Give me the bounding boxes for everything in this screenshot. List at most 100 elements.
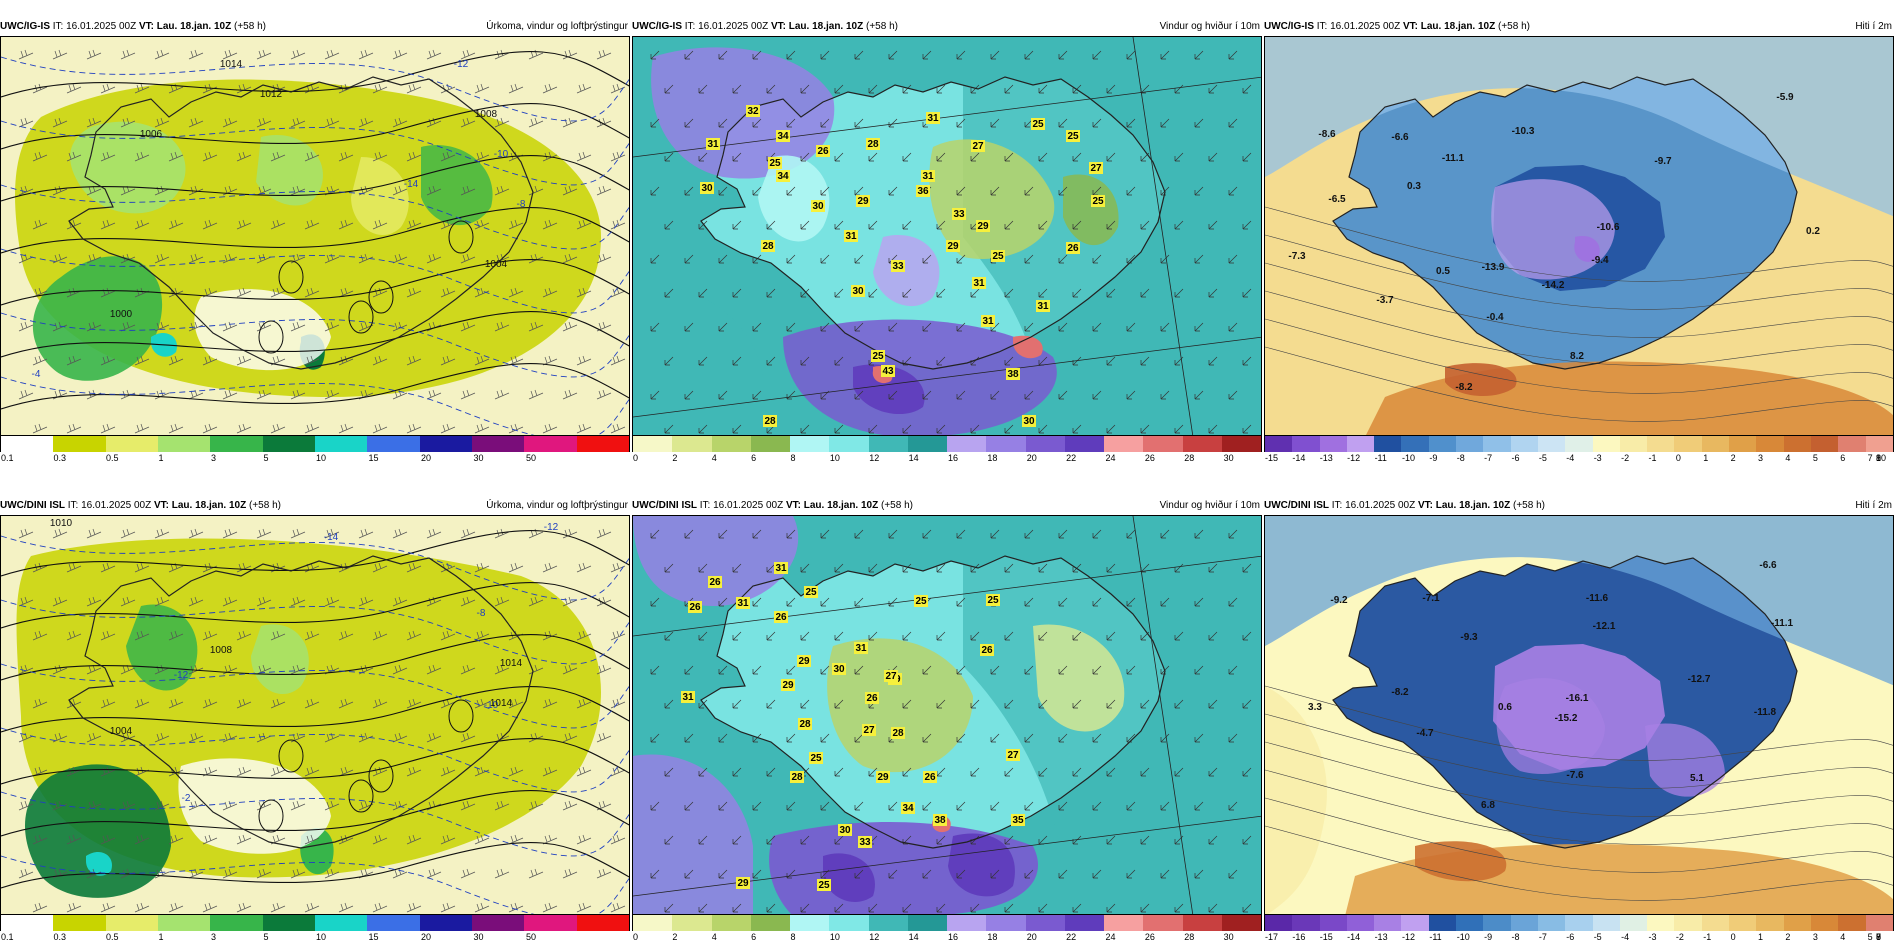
wind-barb [562,732,578,743]
lead-time: (+58 h) [866,21,898,32]
wind-arrow [664,220,674,230]
wind-arrow [834,152,844,162]
wind-barb [256,868,272,879]
wind-barb [290,49,306,60]
gust-label: 28 [892,728,904,739]
colorbar-swatch [1565,436,1593,452]
wind-arrow [868,631,878,641]
wind-arrow [1242,767,1252,777]
wind-arrow [766,220,776,230]
isotherm-line [1,56,629,122]
pressure-center [348,300,374,334]
wind-barb [66,630,82,641]
wind-arrow [684,186,694,196]
temperature-label: 0.6 [1498,702,1512,713]
wind-arrow [956,801,966,811]
gust-label: 25 [915,596,927,607]
field-area [1265,686,1327,914]
wind-barb [86,596,102,607]
wind-arrow [684,118,694,128]
wind-barb [18,49,34,60]
wind-arrow [1242,288,1252,298]
value-labels: -5.9 -8.6 -6.6 -10.3 -11.1 -9.7 0.3 -6.5 0.2 -10.… [1288,92,1820,393]
wind-barb [372,698,388,709]
wind-arrow [766,699,776,709]
colorbar-swatch [1483,915,1511,931]
colorbar-swatch [633,915,673,931]
isotherm-line [1265,825,1893,901]
wind-barb [426,185,442,196]
wind-arrow [1228,665,1238,675]
wind-barb [596,664,612,675]
wind-arrow [868,424,878,434]
gust-label: 33 [859,837,871,848]
wind-barb [426,528,442,539]
wind-barb [256,528,272,539]
temperature-label: -11.8 [1754,707,1777,718]
colorbar-swatch [790,915,830,931]
gust-label: 31 [737,598,749,609]
wind-barb [324,321,340,332]
wind-arrow [1004,563,1014,573]
gust-label-box [1031,118,1045,130]
gust-label: 35 [1012,815,1024,826]
gust-label-box [804,586,818,598]
wind-barb [86,253,102,264]
wind-arrow [752,50,762,60]
wind-arrow [1038,424,1048,434]
colorbar-ticks: -17 -16 -15 -14 -13 -12 -11 -10 -9 -8 -7 -6 -5 -4 -3 -2… [1264,931,1894,943]
wind-barb [18,732,34,743]
colorbar-tick-label: 0 [633,453,639,463]
pressure-label: 1004 [485,259,508,270]
wind-barb [440,355,456,366]
wind-barb [426,664,442,675]
colorbar-ticks: 0.1 0.3 0.5 1 3 5 10 15 20 30 50 [0,931,630,943]
colorbar-swatch [1647,436,1675,452]
colorbar-tick-label: -12 [1401,932,1415,942]
coastline [700,555,1166,849]
colorbar-tick-label: -3 [1648,932,1657,942]
isotherm-label: -14 [324,532,339,543]
wind-arrow [650,254,660,264]
wind-arrow [650,529,660,539]
wind-arrow [732,563,742,573]
wind-arrow [1242,835,1252,845]
gust-label: 26 [709,577,721,588]
wind-arrow [718,665,728,675]
pressure-center [448,699,474,733]
wind-arrow [1174,152,1184,162]
wind-arrow [718,597,728,607]
wind-arrow [752,322,762,332]
wind-arrow [970,424,980,434]
gust-label-box [916,185,930,197]
isobars [1,529,629,914]
wind-arrow [800,84,810,94]
wind-arrow [854,118,864,128]
field-area [1445,363,1517,397]
wind-arrow [854,801,864,811]
wind-barb [290,868,306,879]
wind-barb [460,800,476,811]
wind-arrow [1194,869,1204,879]
colorbar-tick-label: -10 [1456,932,1470,942]
isotherm-label: -4 [32,369,41,380]
wind-arrow [1038,152,1048,162]
gust-label-box [891,727,905,739]
temperature-label: -4.7 [1416,728,1434,739]
wind-arrow [1038,767,1048,777]
colorbar-tick-label: -7 [1538,932,1547,942]
colorbar-swatch [1319,436,1347,452]
gust-label-box [946,240,960,252]
wind-arrow [732,220,742,230]
colorbar-swatch [1701,915,1730,931]
isobar-line [1,633,629,681]
colorbar-ticks: 0 2 4 6 8 10 12 14 16 18 20 22 24 26 28 30 [632,931,1262,943]
colorbar-swatch [471,915,525,931]
wind-arrow [970,903,980,913]
isobar-line [1,737,629,785]
gust-label: 38 [1007,369,1019,380]
colorbar-tick-label: 7 [1867,453,1873,463]
wind-barb [32,834,48,845]
gust-label-box [858,836,872,848]
colorbar-swatch [829,915,869,931]
